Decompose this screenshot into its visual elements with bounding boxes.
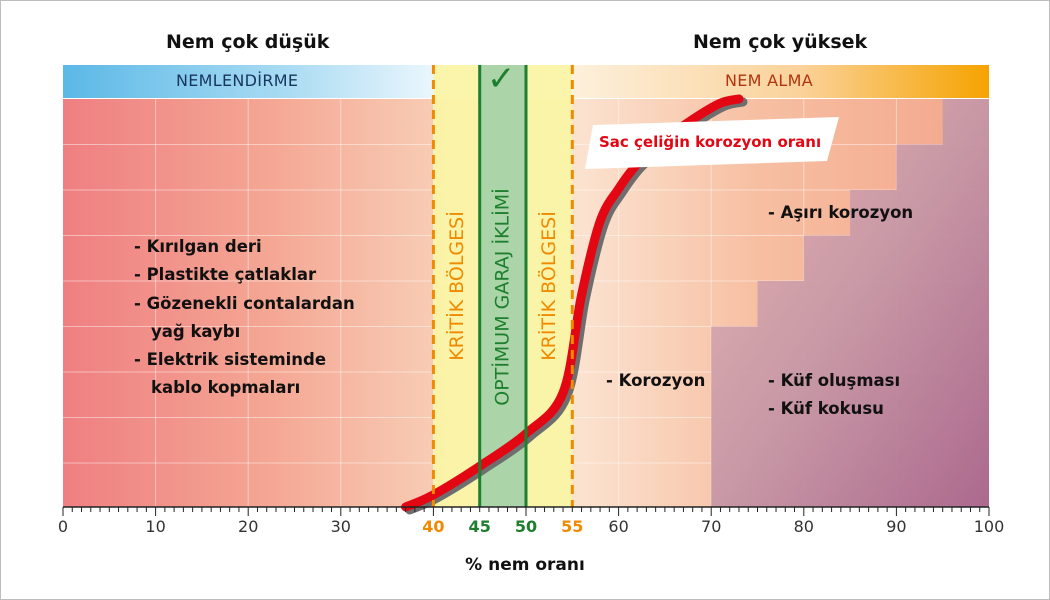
corrosion-note: - Korozyon xyxy=(606,371,706,390)
optimum-zone-band xyxy=(479,65,526,507)
humidify-band xyxy=(63,65,434,98)
critical-zone-label-right: KRİTİK BÖLGESİ xyxy=(537,211,560,361)
check-icon: ✓ xyxy=(487,59,516,99)
mold-zone-layer xyxy=(711,99,989,507)
x-tick-label: 20 xyxy=(238,517,259,536)
x-tick-label: 60 xyxy=(608,517,629,536)
low-humidity-header: Nem çok düşük xyxy=(166,31,330,53)
x-tick-label: 50 xyxy=(514,517,538,536)
band-layer xyxy=(433,65,573,507)
x-tick-label: 30 xyxy=(330,517,351,536)
symptom-item: - Gözenekli contalardan yağ kaybı xyxy=(134,290,355,347)
axis-layer xyxy=(62,506,990,516)
symptom-text-continued: kablo kopmaları xyxy=(151,378,301,398)
high-humidity-header: Nem çok yüksek xyxy=(693,31,868,53)
curve-label-box xyxy=(585,117,839,169)
curve-series-label: Sac çeliğin korozyon oranı xyxy=(599,133,822,151)
dehumidify-band-label: NEM ALMA xyxy=(725,71,813,90)
x-tick-label: 100 xyxy=(973,517,1005,536)
symptom-item: - Plastikte çatlaklar xyxy=(134,261,355,289)
mold-smell-note: - Küf kokusu xyxy=(768,399,884,418)
mold-risk-zone xyxy=(711,99,989,507)
mold-formation-note: - Küf oluşması xyxy=(768,371,901,390)
symptom-item: - Kırılgan deri xyxy=(134,233,355,261)
symptom-item: - Elektrik sisteminde kablo kopmaları xyxy=(134,346,355,403)
x-tick-label: 55 xyxy=(561,517,584,536)
symptom-text: - Elektrik sisteminde xyxy=(134,350,327,370)
x-tick-label: 45 xyxy=(468,517,491,536)
humidify-band-label: NEMLENDİRME xyxy=(176,71,299,90)
symptom-text-continued: yağ kaybı xyxy=(151,321,241,341)
x-tick-label: 80 xyxy=(793,517,814,536)
x-tick-label: 10 xyxy=(145,517,166,536)
symptom-text: - Plastikte çatlaklar xyxy=(134,265,317,285)
x-tick-label: 90 xyxy=(886,517,907,536)
low-humidity-symptom-list: - Kırılgan deri - Plastikte çatlaklar - Gö… xyxy=(134,233,355,403)
critical-zone-label-left: KRİTİK BÖLGESİ xyxy=(445,211,468,361)
symptom-text: - Kırılgan deri xyxy=(134,237,262,256)
x-tick-label: 0 xyxy=(57,517,69,536)
x-axis-label: % nem oranı xyxy=(465,555,585,575)
symptom-text: - Gözenekli contalardan xyxy=(134,293,355,313)
x-tick-label: 40 xyxy=(422,517,445,536)
optimum-zone-label: OPTİMUM GARAJ İKLİMİ xyxy=(492,188,515,406)
mold-notes: - Küf oluşması - Küf kokusu xyxy=(768,367,900,423)
dehumidify-band xyxy=(572,65,989,98)
curve-label-box-layer xyxy=(585,117,839,169)
severe-corrosion-note: - Aşırı korozyon xyxy=(768,203,914,222)
x-tick-label: 70 xyxy=(701,517,722,536)
threshold-line-layer xyxy=(431,65,574,507)
top-band-layer xyxy=(63,65,989,98)
